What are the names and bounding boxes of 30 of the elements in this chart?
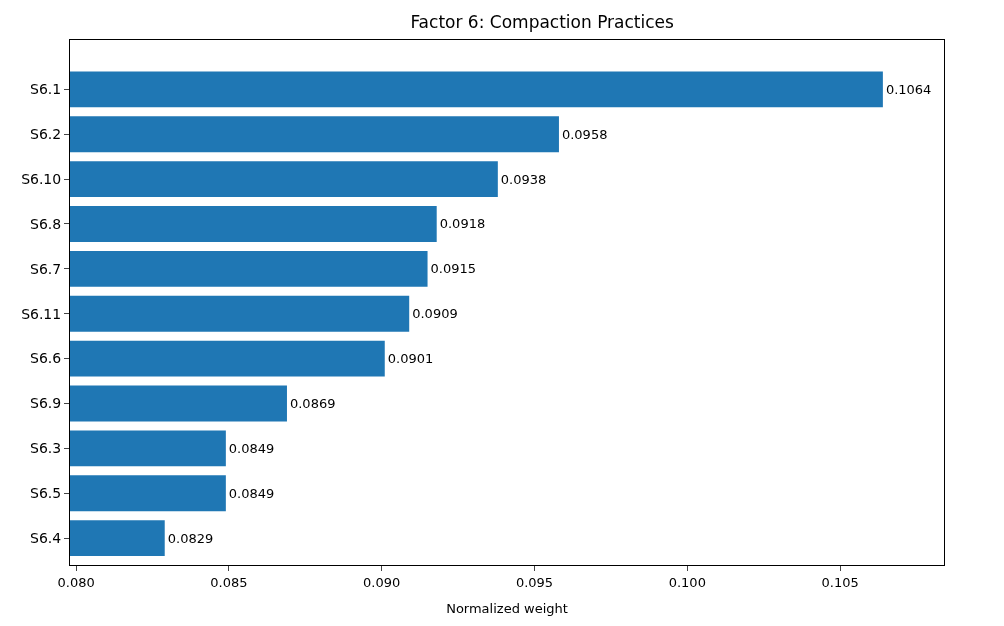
y-tick-label: S6.2 — [30, 126, 62, 143]
data-label: 0.0849 — [228, 485, 275, 501]
data-label: 0.0849 — [228, 440, 275, 456]
y-tick-label: S6.8 — [30, 215, 62, 232]
data-label: 0.0958 — [561, 126, 608, 142]
y-tick-label: S6.4 — [30, 529, 62, 546]
y-tick-label: S6.3 — [30, 440, 62, 457]
y-tick-label: S6.10 — [21, 171, 62, 187]
x-axis-title: Normalized weight — [446, 601, 568, 617]
x-tick-label: 0.080 — [57, 574, 95, 590]
data-label: 0.0915 — [430, 261, 477, 277]
data-label: 0.1064 — [885, 81, 932, 97]
x-tick-label: 0.095 — [515, 574, 554, 590]
chart-title: Factor 6: Compaction Practices — [410, 11, 675, 32]
x-tick-label: 0.105 — [821, 574, 859, 590]
y-tick-label: S6.9 — [30, 395, 62, 412]
y-tick-label: S6.7 — [30, 260, 62, 277]
y-tick-label: S6.6 — [30, 350, 62, 367]
y-tick-label: S6.11 — [21, 305, 62, 322]
data-label: 0.0909 — [412, 306, 458, 322]
y-tick-label: S6.5 — [30, 485, 62, 502]
y-tick-label: S6.1 — [30, 81, 62, 98]
data-label: 0.0938 — [500, 171, 547, 187]
data-label: 0.0918 — [439, 216, 486, 232]
x-tick-label: 0.090 — [363, 574, 401, 590]
x-tick-label: 0.085 — [210, 574, 248, 590]
data-label: 0.0901 — [387, 351, 434, 367]
x-tick-label: 0.100 — [668, 574, 706, 590]
data-label: 0.0869 — [289, 395, 336, 411]
data-label: 0.0829 — [167, 530, 214, 546]
